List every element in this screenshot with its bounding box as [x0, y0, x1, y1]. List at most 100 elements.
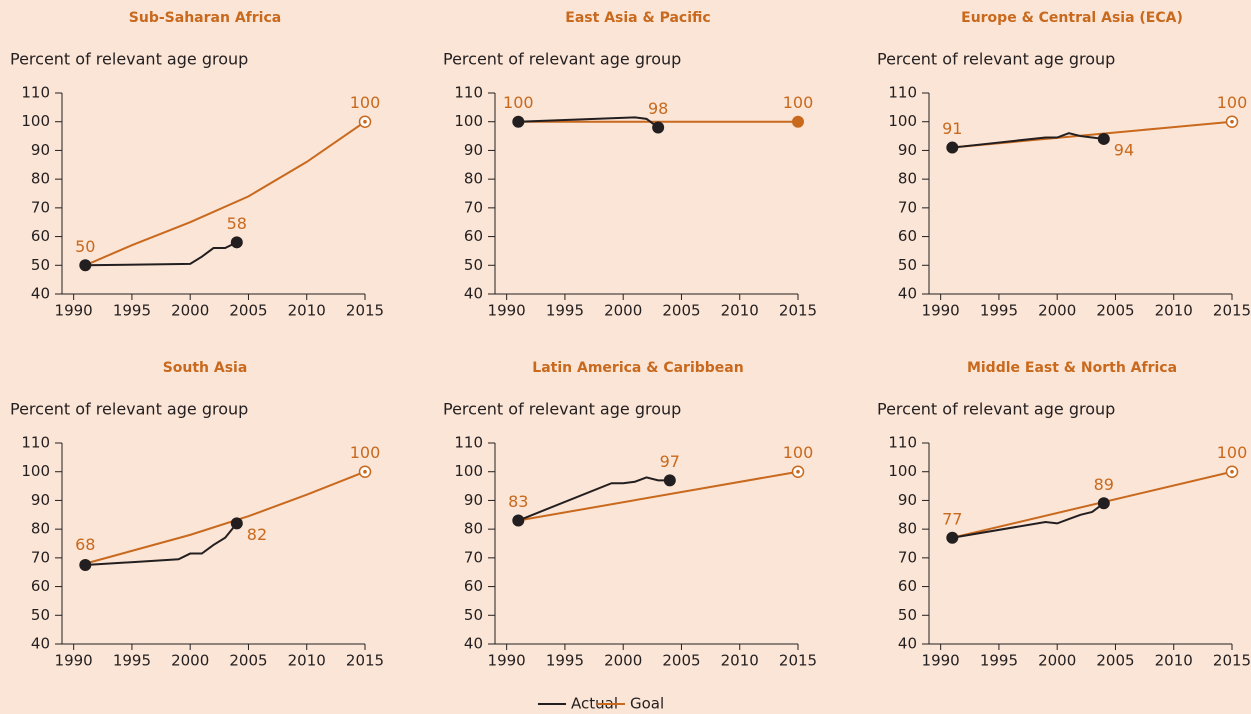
series-line — [518, 116, 659, 129]
point-marker — [230, 236, 243, 249]
x-tick-label: 1990 — [488, 302, 526, 320]
chart-title: Middle East & North Africa — [967, 360, 1177, 376]
goal-marker-dot — [363, 469, 367, 474]
point-marker — [512, 115, 525, 128]
chart-title: East Asia & Pacific — [565, 10, 710, 26]
x-tick-label: 2005 — [1096, 302, 1134, 320]
x-tick-label: 1995 — [546, 652, 584, 670]
y-tick-label: 110 — [888, 84, 917, 102]
value-label: 98 — [648, 99, 668, 118]
y-tick-label: 40 — [898, 285, 917, 303]
x-tick-label: 2010 — [288, 652, 326, 670]
point-marker — [663, 474, 676, 487]
x-tick-label: 2015 — [779, 652, 817, 670]
y-axis-label: Percent of relevant age group — [443, 400, 681, 419]
value-label: 91 — [942, 119, 962, 138]
point-marker — [79, 259, 92, 272]
chart-title: South Asia — [163, 360, 248, 376]
y-tick-label: 70 — [31, 198, 50, 216]
goal-marker — [792, 115, 804, 128]
x-tick-label: 1995 — [113, 652, 151, 670]
y-tick-label: 100 — [888, 112, 917, 130]
value-label: 82 — [247, 525, 267, 544]
y-tick-label: 60 — [898, 227, 917, 245]
value-label: 50 — [75, 237, 95, 256]
value-label: 77 — [942, 509, 962, 528]
point-marker — [946, 531, 959, 544]
x-tick-label: 2015 — [346, 652, 384, 670]
y-tick-label: 40 — [464, 635, 483, 653]
y-tick-label: 80 — [31, 170, 50, 188]
value-label: 100 — [783, 93, 814, 112]
point-marker — [1097, 497, 1110, 510]
value-label: 100 — [1217, 443, 1248, 462]
x-tick-label: 2000 — [604, 652, 642, 670]
y-tick-label: 70 — [464, 198, 483, 216]
y-tick-label: 100 — [454, 112, 483, 130]
x-tick-label: 2005 — [662, 652, 700, 670]
legend-label: Goal — [630, 695, 664, 713]
x-tick-label: 1995 — [980, 652, 1018, 670]
goal-marker-dot — [1230, 469, 1234, 474]
x-tick-label: 1995 — [113, 302, 151, 320]
y-tick-label: 50 — [898, 256, 917, 274]
x-tick-label: 1990 — [922, 302, 960, 320]
chart-title: Sub-Saharan Africa — [129, 10, 281, 26]
goal-marker-dot — [363, 119, 367, 124]
series-line — [85, 470, 366, 565]
y-tick-label: 100 — [21, 112, 50, 130]
value-label: 89 — [1094, 475, 1114, 494]
y-tick-label: 60 — [898, 577, 917, 595]
goal-marker-dot — [1230, 119, 1234, 124]
y-tick-label: 40 — [464, 285, 483, 303]
x-tick-label: 1990 — [922, 652, 960, 670]
x-tick-label: 2010 — [1155, 302, 1193, 320]
y-tick-label: 100 — [888, 462, 917, 480]
x-tick-label: 2000 — [1038, 652, 1076, 670]
value-label: 100 — [350, 443, 381, 462]
chart-title: Latin America & Caribbean — [532, 360, 743, 376]
y-tick-label: 90 — [464, 491, 483, 509]
y-tick-label: 110 — [21, 84, 50, 102]
y-tick-label: 100 — [21, 462, 50, 480]
goal-marker-dot — [796, 469, 800, 474]
series-line — [952, 132, 1104, 149]
value-label: 94 — [1114, 140, 1134, 159]
point-marker — [512, 514, 525, 527]
y-axis-label: Percent of relevant age group — [443, 50, 681, 69]
x-tick-label: 2015 — [1213, 652, 1251, 670]
y-tick-label: 50 — [464, 256, 483, 274]
y-tick-label: 80 — [31, 520, 50, 538]
point-marker — [946, 141, 959, 154]
series-line — [517, 476, 670, 522]
x-tick-label: 2005 — [229, 652, 267, 670]
x-tick-label: 1995 — [546, 302, 584, 320]
point-marker — [79, 559, 92, 572]
y-tick-label: 70 — [464, 548, 483, 566]
y-tick-label: 90 — [31, 141, 50, 159]
x-tick-label: 2010 — [288, 302, 326, 320]
value-label: 100 — [1217, 93, 1248, 112]
legend-label: Actual — [571, 695, 618, 713]
y-tick-label: 50 — [31, 606, 50, 624]
series-line — [85, 522, 238, 567]
series-line — [84, 120, 366, 267]
y-tick-label: 90 — [898, 491, 917, 509]
point-marker — [1097, 132, 1110, 145]
y-axis-label: Percent of relevant age group — [877, 50, 1115, 69]
y-tick-label: 110 — [454, 84, 483, 102]
value-label: 97 — [660, 452, 680, 471]
point-marker — [230, 517, 243, 530]
x-tick-label: 1990 — [55, 302, 93, 320]
x-tick-label: 1995 — [980, 302, 1018, 320]
y-tick-label: 70 — [898, 198, 917, 216]
y-tick-label: 90 — [31, 491, 50, 509]
x-tick-label: 2005 — [229, 302, 267, 320]
y-tick-label: 110 — [888, 434, 917, 452]
value-label: 58 — [227, 214, 247, 233]
y-tick-label: 80 — [898, 170, 917, 188]
y-tick-label: 70 — [898, 548, 917, 566]
point-marker — [652, 121, 665, 134]
x-tick-label: 1990 — [55, 652, 93, 670]
